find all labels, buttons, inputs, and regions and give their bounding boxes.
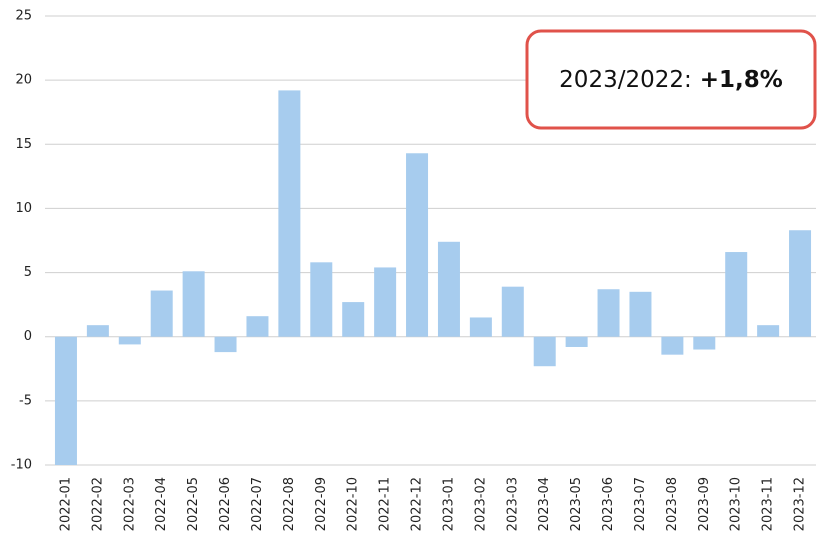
bar bbox=[661, 336, 684, 355]
x-tick-label: 2022-04 bbox=[154, 477, 169, 531]
x-tick-label: 2022-07 bbox=[250, 477, 265, 531]
x-tick-label: 2022-12 bbox=[410, 477, 425, 531]
x-tick-label: 2022-02 bbox=[90, 477, 105, 531]
x-tick-label: 2023-04 bbox=[537, 477, 552, 531]
bar bbox=[757, 325, 780, 337]
x-tick-label: 2022-06 bbox=[218, 477, 233, 531]
annotation-value: +1,8% bbox=[700, 67, 783, 93]
x-tick-label: 2023-07 bbox=[633, 477, 648, 531]
x-tick-label: 2023-09 bbox=[697, 477, 712, 531]
bar bbox=[501, 286, 524, 337]
annotation-box bbox=[525, 29, 817, 130]
bar bbox=[406, 153, 429, 337]
x-tick-label: 2022-11 bbox=[378, 477, 393, 531]
x-tick-label: 2022-08 bbox=[282, 477, 297, 531]
y-tick-label: 25 bbox=[15, 9, 32, 24]
bar bbox=[374, 267, 397, 337]
x-tick-label: 2023-02 bbox=[473, 477, 488, 531]
x-tick-label: 2023-11 bbox=[761, 477, 776, 531]
y-tick-label: 5 bbox=[24, 265, 32, 280]
x-tick-label: 2023-10 bbox=[729, 477, 744, 531]
bar bbox=[789, 230, 812, 337]
y-tick-label: -10 bbox=[11, 458, 32, 473]
bar bbox=[214, 336, 237, 353]
bar bbox=[54, 336, 77, 465]
annotation-label: 2023/2022: bbox=[559, 67, 692, 93]
bar bbox=[469, 317, 492, 337]
bar bbox=[629, 291, 652, 337]
bar bbox=[310, 262, 333, 337]
bar bbox=[725, 252, 748, 337]
x-tick-label: 2023-01 bbox=[441, 477, 456, 531]
bar bbox=[565, 336, 588, 347]
x-tick-label: 2023-08 bbox=[665, 477, 680, 531]
bar bbox=[182, 271, 205, 337]
x-tick-label: 2022-10 bbox=[346, 477, 361, 531]
bar bbox=[150, 290, 173, 337]
bar bbox=[246, 316, 269, 337]
bar bbox=[437, 241, 460, 337]
x-tick-label: 2022-09 bbox=[314, 477, 329, 531]
x-tick-label: 2023-05 bbox=[569, 477, 584, 531]
y-tick-label: 20 bbox=[15, 73, 32, 88]
x-tick-label: 2023-03 bbox=[505, 477, 520, 531]
annotation: 2023/2022: +1,8% bbox=[559, 67, 783, 93]
y-tick-label: 10 bbox=[15, 201, 32, 216]
x-tick-label: 2022-01 bbox=[58, 477, 73, 531]
bar bbox=[118, 336, 141, 345]
bar bbox=[693, 336, 716, 350]
y-tick-label: -5 bbox=[19, 393, 32, 408]
bar bbox=[278, 90, 301, 337]
x-tick-label: 2022-05 bbox=[186, 477, 201, 531]
x-tick-label: 2023-12 bbox=[793, 477, 808, 531]
bar bbox=[597, 289, 620, 337]
bar bbox=[86, 325, 109, 337]
x-tick-label: 2023-06 bbox=[601, 477, 616, 531]
y-tick-label: 0 bbox=[24, 329, 32, 344]
y-tick-label: 15 bbox=[15, 137, 32, 152]
bar bbox=[342, 302, 365, 337]
x-tick-label: 2022-03 bbox=[122, 477, 137, 531]
bar bbox=[533, 336, 556, 367]
